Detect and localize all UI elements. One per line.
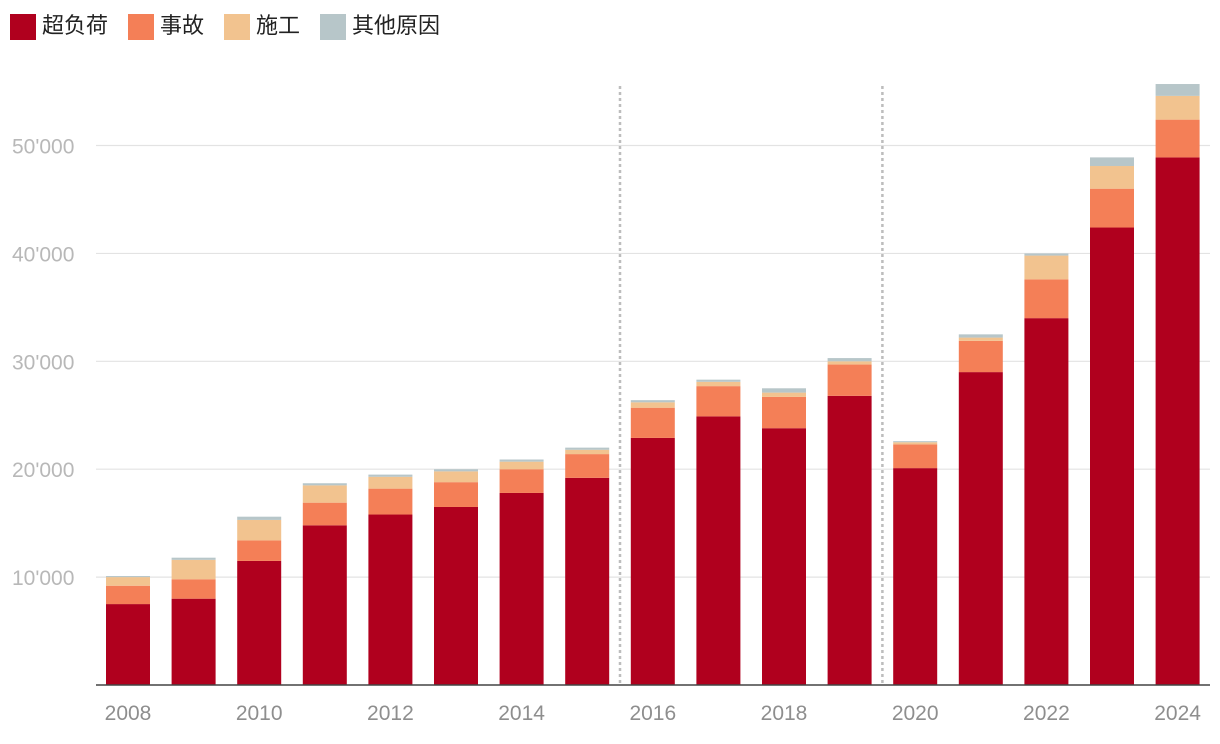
bar-segment-0 [1090, 227, 1134, 686]
bar-segment-0 [434, 506, 478, 685]
legend-label: 事故 [160, 14, 205, 39]
chart-legend: 超负荷 事故 施工 其他原因 [10, 10, 460, 44]
bar-segment-2 [499, 461, 544, 470]
bar-segment-3 [696, 379, 741, 382]
legend-item-1[interactable]: 事故 [128, 14, 204, 40]
bar-segment-0 [893, 468, 938, 685]
x-tick-label: 2012 [367, 702, 414, 725]
bar-segment-2 [368, 476, 413, 489]
bar-segment-3 [893, 441, 938, 443]
y-tick-label: 40'000 [12, 243, 74, 266]
bar-segment-1 [565, 454, 610, 478]
y-tick-label: 50'000 [12, 136, 74, 159]
legend-item-2[interactable]: 施工 [224, 14, 300, 40]
bar-segment-2 [237, 519, 282, 541]
bar-segment-2 [171, 559, 216, 580]
bar-segment-3 [1024, 253, 1069, 256]
bar-segment-3 [106, 576, 150, 578]
x-tick-label: 2018 [761, 702, 808, 725]
bar-segment-0 [171, 598, 216, 685]
legend-swatch [320, 14, 347, 40]
bar-segment-1 [237, 540, 282, 561]
legend-label: 施工 [256, 14, 301, 39]
bar-segment-3 [499, 459, 544, 462]
bar-segment-1 [1024, 279, 1069, 319]
bar-segment-3 [1090, 157, 1134, 167]
bar-segment-0 [1024, 318, 1069, 685]
bar-segment-0 [106, 604, 150, 685]
x-tick-label: 2022 [1023, 702, 1070, 725]
bar-segment-3 [827, 358, 872, 362]
bar-segment-3 [1155, 84, 1200, 96]
y-tick-label: 20'000 [12, 459, 74, 482]
bar-segment-0 [762, 428, 806, 685]
bar-segment-2 [1090, 166, 1134, 189]
bar-segment-1 [1090, 188, 1134, 228]
bar-segment-3 [237, 516, 282, 520]
bar-segment-2 [893, 442, 938, 445]
bar-segment-3 [565, 447, 610, 450]
x-tick-label: 2020 [892, 702, 939, 725]
bar-segment-3 [368, 474, 413, 477]
bar-segment-1 [696, 386, 741, 417]
bar-segment-0 [1155, 157, 1200, 686]
bar-segment-0 [368, 514, 413, 685]
bar-segment-1 [434, 482, 478, 507]
bar-segment-0 [237, 560, 282, 685]
bar-segment-2 [1024, 255, 1069, 280]
bar-segment-2 [565, 449, 610, 455]
bar-segment-2 [106, 577, 150, 586]
bar-segment-2 [302, 485, 347, 503]
bar-segment-0 [499, 492, 544, 685]
x-tick-label: 2010 [236, 702, 283, 725]
bar-segment-2 [1155, 95, 1200, 120]
y-tick-label: 10'000 [12, 567, 74, 590]
x-tick-label: 2014 [498, 702, 545, 725]
bar-segment-1 [171, 579, 216, 599]
y-tick-label: 30'000 [12, 351, 74, 374]
bar-segment-3 [171, 557, 216, 560]
bar-segment-2 [696, 381, 741, 387]
bar-segment-1 [499, 469, 544, 493]
bar-segment-2 [434, 471, 478, 483]
bar-segment-0 [630, 437, 675, 685]
bar-segment-3 [434, 469, 478, 472]
bar-segment-1 [1155, 119, 1200, 158]
bar-segment-1 [958, 340, 1003, 373]
bar-segment-3 [762, 388, 806, 393]
bar-segment-2 [630, 402, 675, 408]
legend-item-3[interactable]: 其他原因 [320, 14, 440, 40]
bar-segment-2 [762, 392, 806, 397]
bar-segment-0 [565, 477, 610, 685]
bar-segment-0 [958, 372, 1003, 685]
bar-segment-3 [958, 334, 1003, 338]
bar-segment-1 [762, 396, 806, 429]
bar-segment-1 [630, 407, 675, 438]
bar-segment-1 [827, 364, 872, 396]
legend-label: 超负荷 [42, 14, 109, 39]
x-tick-label: 2024 [1154, 702, 1201, 725]
bar-segment-2 [958, 337, 1003, 341]
x-tick-label: 2016 [629, 702, 676, 725]
legend-swatch [128, 14, 155, 40]
bar-segment-3 [630, 400, 675, 403]
bar-segment-1 [368, 488, 413, 515]
legend-swatch [224, 14, 251, 40]
bar-segment-1 [302, 502, 347, 526]
bar-segment-1 [893, 444, 938, 469]
bar-segment-2 [827, 361, 872, 365]
x-tick-label: 2008 [105, 702, 152, 725]
bar-segment-0 [696, 416, 741, 685]
bar-segment-0 [827, 395, 872, 685]
bar-segment-1 [106, 585, 150, 605]
legend-label: 其他原因 [352, 14, 441, 39]
legend-swatch [10, 14, 36, 40]
bar-segment-0 [302, 525, 347, 685]
bar-segment-3 [302, 483, 347, 486]
legend-item-0[interactable]: 超负荷 [10, 14, 108, 40]
